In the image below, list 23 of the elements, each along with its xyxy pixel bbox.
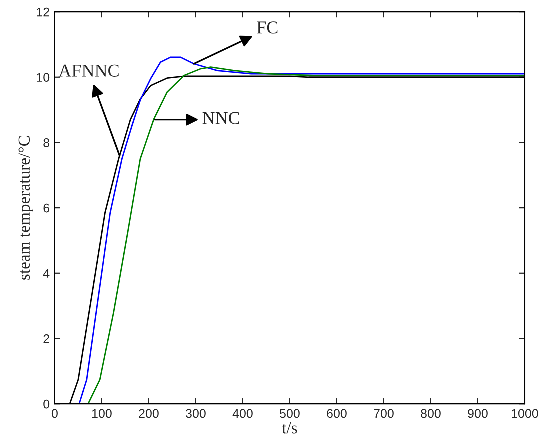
x-tick-label: 400 (232, 409, 253, 418)
y-tick-label: 8 (44, 138, 50, 148)
annotation: NNC (202, 112, 240, 124)
x-tick-label: 100 (92, 409, 112, 418)
x-tick-label: 500 (280, 409, 300, 418)
x-tick-label: 700 (374, 409, 394, 418)
y-tick-label: 10 (37, 73, 50, 82)
x-tick-label: 600 (327, 409, 347, 418)
y-tick-label: 0 (44, 400, 50, 409)
y-axis-title: steam temperature/°C (18, 136, 34, 280)
x-tick-label: 200 (139, 409, 159, 418)
x-tick-label: 900 (468, 409, 488, 418)
x-tick-label: 800 (421, 409, 441, 418)
y-tick-label: 12 (37, 8, 50, 17)
x-tick-label: 0 (52, 409, 58, 418)
x-axis-title: t/s (282, 422, 298, 434)
annotation: AFNNC (58, 64, 119, 77)
x-tick-label: 1000 (512, 409, 538, 418)
y-tick-label: 6 (44, 204, 50, 213)
annotation: FC (257, 22, 278, 34)
y-tick-label: 4 (43, 269, 50, 278)
y-tick-label: 2 (44, 334, 50, 344)
x-tick-label: 300 (186, 409, 206, 418)
